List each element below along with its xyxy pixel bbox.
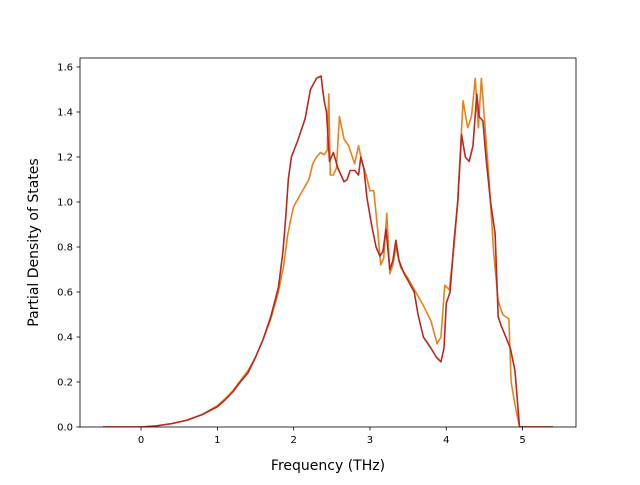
- x-tick-label: 2: [290, 435, 296, 446]
- series-layer: [102, 75, 554, 427]
- y-tick-label: 0.6: [57, 288, 73, 299]
- ticks-layer: 0 1 2 3 4 5 0.0 0.2 0.4 0.6 0.8 1.0 1.2 1.4 1.6: [57, 63, 526, 446]
- x-tick-label: 1: [214, 435, 220, 446]
- y-tick-label: 1.4: [57, 108, 73, 119]
- y-tick-label: 0.2: [57, 378, 73, 389]
- plot-area-frame: [79, 57, 577, 428]
- y-tick-label: 1.2: [57, 153, 73, 164]
- y-tick-label: 1.0: [57, 198, 73, 209]
- x-tick-label: 4: [443, 435, 449, 446]
- x-tick-label: 5: [519, 435, 525, 446]
- y-axis-label: Partial Density of States: [26, 158, 42, 326]
- y-tick-label: 0.4: [57, 333, 73, 344]
- y-tick-label: 1.6: [57, 63, 73, 74]
- x-tick-label: 3: [367, 435, 373, 446]
- y-tick-label: 0.8: [57, 243, 73, 254]
- series-line-2: [102, 75, 554, 427]
- x-axis-label: Frequency (THz): [271, 458, 385, 474]
- x-tick-label: 0: [138, 435, 144, 446]
- y-tick-label: 0.0: [57, 423, 73, 434]
